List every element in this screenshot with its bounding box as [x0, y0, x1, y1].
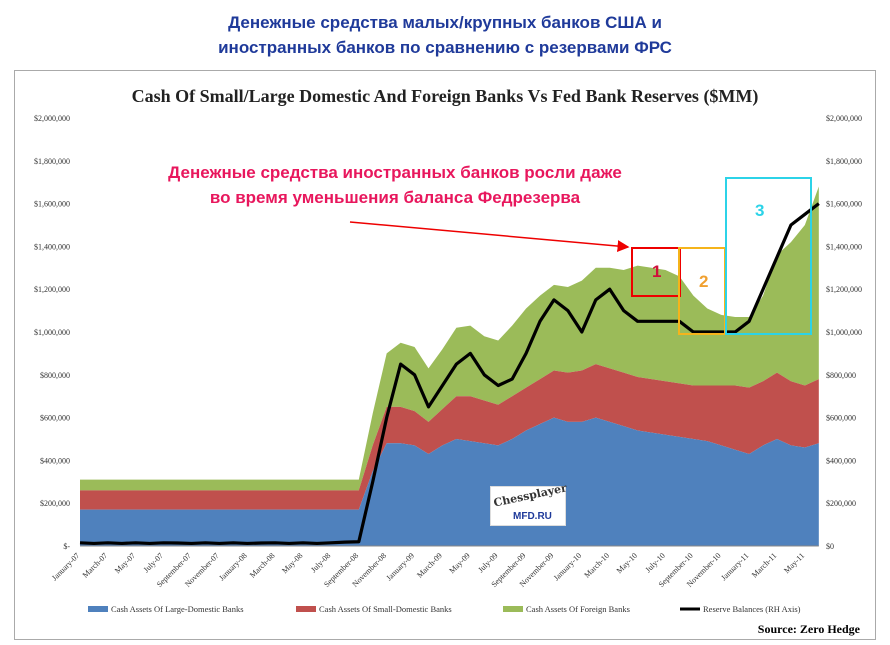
x-tick-label: May-11	[782, 551, 806, 575]
annotation-label-3: 3	[755, 201, 765, 220]
y-tick-left: $1,600,000	[34, 200, 70, 209]
annotation-line2: во время уменьшения баланса Федрезерва	[209, 188, 581, 207]
y-tick-right: $1,000,000	[826, 328, 862, 337]
x-tick-label: January-11	[719, 551, 750, 582]
y-tick-left: $1,200,000	[34, 285, 70, 294]
annotation-label-1: 1	[652, 262, 662, 281]
legend-swatch	[296, 606, 316, 612]
annotation-text: Денежные средства иностранных банков рос…	[100, 160, 690, 210]
y-tick-left: $2,000,000	[34, 114, 70, 123]
x-tick-label: January-08	[217, 551, 248, 582]
annotation-arrow	[349, 221, 630, 253]
chart-title: Cash Of Small/Large Domestic And Foreign…	[131, 86, 759, 106]
x-tick-label: May-10	[615, 551, 639, 575]
y-tick-left: $1,400,000	[34, 242, 70, 251]
y-tick-right: $600,000	[826, 414, 856, 423]
y-tick-left: $600,000	[40, 414, 70, 423]
y-tick-right: $2,000,000	[826, 114, 862, 123]
x-tick-label: March-08	[248, 551, 277, 580]
legend-label: Reserve Balances (RH Axis)	[703, 604, 801, 614]
x-tick-label: March-07	[81, 551, 110, 580]
line-reserve-balances	[79, 202, 820, 546]
x-tick-label: March-11	[750, 551, 778, 579]
y-tick-left: $200,000	[40, 499, 70, 508]
page-heading-line1: Денежные средства малых/крупных банков С…	[228, 13, 662, 32]
y-tick-left: $400,000	[40, 456, 70, 465]
y-tick-right: $400,000	[826, 456, 856, 465]
x-tick-label: January-07	[50, 551, 81, 582]
y-tick-right: $1,600,000	[826, 200, 862, 209]
legend-swatch	[503, 606, 523, 612]
y-tick-left: $1,800,000	[34, 157, 70, 166]
y-tick-right: $0	[826, 542, 834, 551]
y-tick-left: $1,000,000	[34, 328, 70, 337]
annotation-box-1	[631, 247, 681, 297]
x-tick-label: July-07	[142, 551, 165, 574]
page-heading-line2: иностранных банков по сравнению с резерв…	[218, 38, 672, 57]
legend-label: Cash Assets Of Large-Domestic Banks	[111, 604, 244, 614]
x-tick-label: March-09	[415, 551, 444, 580]
legend-label: Cash Assets Of Foreign Banks	[526, 604, 630, 614]
area-large-domestic-banks	[80, 417, 819, 546]
y-tick-right: $200,000	[826, 499, 856, 508]
y-tick-left: $800,000	[40, 371, 70, 380]
y-tick-left: $-	[63, 542, 70, 551]
watermark-logo: Chessplayer MFD.RU	[490, 481, 568, 526]
legend-swatch	[88, 606, 108, 612]
x-tick-label: July-09	[476, 551, 499, 574]
x-tick-label: May-09	[447, 551, 471, 575]
y-tick-right: $1,200,000	[826, 285, 862, 294]
y-tick-right: $1,800,000	[826, 157, 862, 166]
area-small-domestic-banks	[80, 364, 819, 510]
logo-top-text: Chessplayer	[492, 481, 568, 510]
y-tick-right: $800,000	[826, 371, 856, 380]
chart-frame	[14, 70, 876, 640]
x-tick-label: January-09	[384, 551, 415, 582]
x-tick-label: July-08	[309, 551, 332, 574]
y-tick-right: $1,400,000	[826, 242, 862, 251]
x-tick-label: January-10	[552, 551, 583, 582]
source-label: Source: Zero Hedge	[757, 622, 860, 636]
annotation-box-3	[725, 177, 812, 335]
x-tick-label: March-10	[582, 551, 611, 580]
logo-bottom-text: MFD.RU	[513, 511, 552, 522]
x-tick-label: May-07	[113, 551, 137, 575]
x-tick-label: July-10	[644, 551, 667, 574]
x-tick-label: May-08	[280, 551, 304, 575]
area-foreign-banks	[80, 186, 819, 491]
annotation-label-2: 2	[699, 272, 709, 291]
legend-label: Cash Assets Of Small-Domestic Banks	[319, 604, 452, 614]
annotation-line1: Денежные средства иностранных банков рос…	[168, 163, 622, 182]
